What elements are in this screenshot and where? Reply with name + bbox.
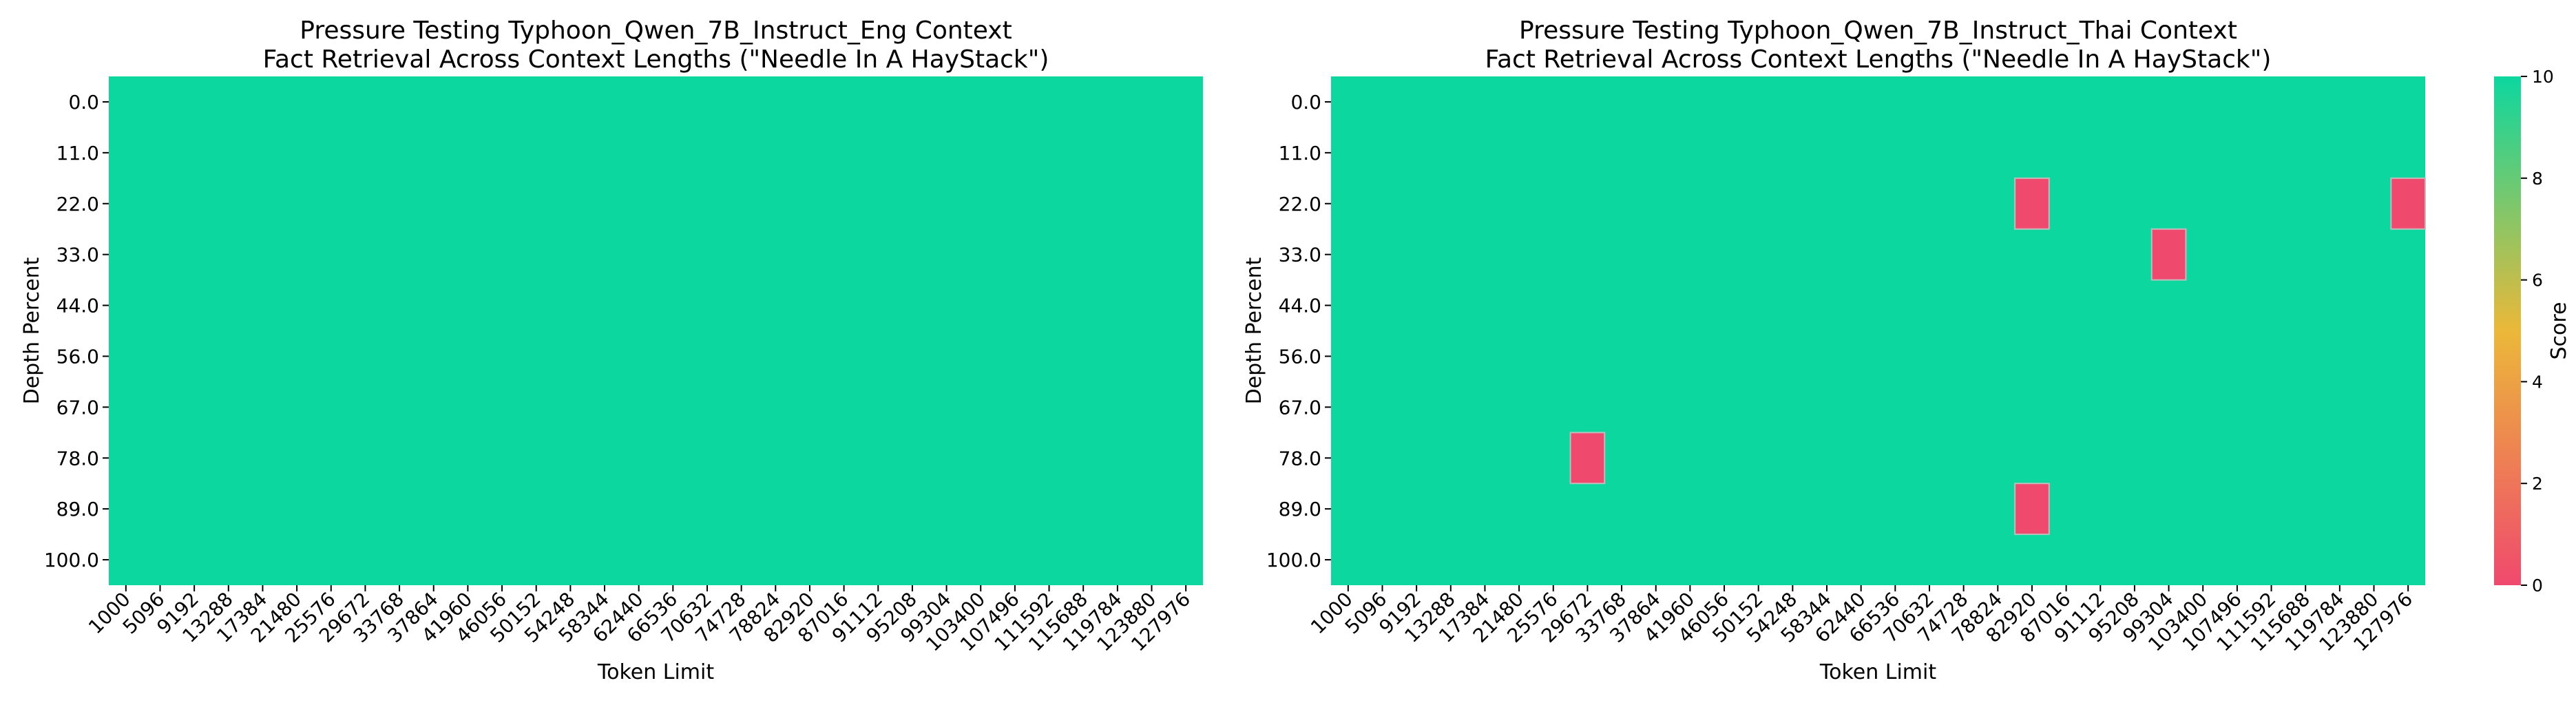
y-tick-label: 33.0 (1279, 244, 1321, 266)
y-tick-label: 44.0 (1279, 295, 1321, 317)
y-tick-label: 78.0 (56, 447, 99, 470)
heatmap-panel-2: Pressure Testing Typhoon_Qwen_7B_Instruc… (1242, 17, 2426, 684)
y-tick-label: 0.0 (1290, 91, 1321, 114)
colorbar-tick-label: 6 (2532, 271, 2543, 291)
y-tick-label: 22.0 (1279, 193, 1321, 215)
chart-title: Pressure Testing Typhoon_Qwen_7B_Instruc… (300, 17, 1012, 45)
y-tick-label: 11.0 (56, 142, 99, 165)
chart-subtitle: Fact Retrieval Across Context Lengths ("… (263, 45, 1049, 74)
colorbar-tick-label: 8 (2532, 169, 2543, 189)
x-axis-label: Token Limit (1819, 660, 1937, 684)
y-tick-label: 56.0 (1279, 345, 1321, 368)
y-tick-label: 56.0 (56, 345, 99, 368)
y-tick-label: 100.0 (44, 549, 99, 571)
y-tick-label: 78.0 (1279, 447, 1321, 470)
chart-title: Pressure Testing Typhoon_Qwen_7B_Instruc… (1519, 17, 2237, 45)
heatmap-background (1331, 76, 2425, 585)
heatmap-cell (2150, 228, 2187, 281)
y-tick-label: 44.0 (56, 295, 99, 317)
colorbar-bar (2494, 76, 2521, 585)
y-tick-label: 0.0 (68, 91, 99, 114)
colorbar-tick-label: 4 (2532, 372, 2543, 392)
colorbar-tick-label: 10 (2532, 67, 2554, 87)
chart-subtitle: Fact Retrieval Across Context Lengths ("… (1485, 45, 2272, 74)
heatmap-cell (2014, 483, 2050, 536)
y-tick-label: 33.0 (56, 244, 99, 266)
y-axis-label: Depth Percent (20, 257, 44, 404)
y-tick-label: 11.0 (1279, 142, 1321, 165)
heatmap-cell (1569, 432, 1606, 485)
y-tick-label: 67.0 (1279, 396, 1321, 419)
y-tick-label: 89.0 (56, 498, 99, 520)
y-tick-label: 22.0 (56, 193, 99, 215)
x-axis-label: Token Limit (597, 660, 715, 684)
colorbar-tick-label: 2 (2532, 474, 2543, 494)
y-tick-label: 67.0 (56, 396, 99, 419)
heatmap-cell (2014, 177, 2050, 230)
colorbar-tick-label: 0 (2532, 576, 2543, 596)
colorbar: 0 2 4 6 8 10 Score (2494, 67, 2571, 596)
heatmap-panel-1: Pressure Testing Typhoon_Qwen_7B_Instruc… (20, 17, 1203, 684)
y-axis-label: Depth Percent (1242, 257, 1266, 404)
y-tick-label: 100.0 (1266, 549, 1321, 571)
heatmap-cell (2390, 177, 2426, 230)
heatmap-background (109, 76, 1203, 585)
colorbar-label: Score (2547, 302, 2571, 359)
y-tick-label: 89.0 (1279, 498, 1321, 520)
